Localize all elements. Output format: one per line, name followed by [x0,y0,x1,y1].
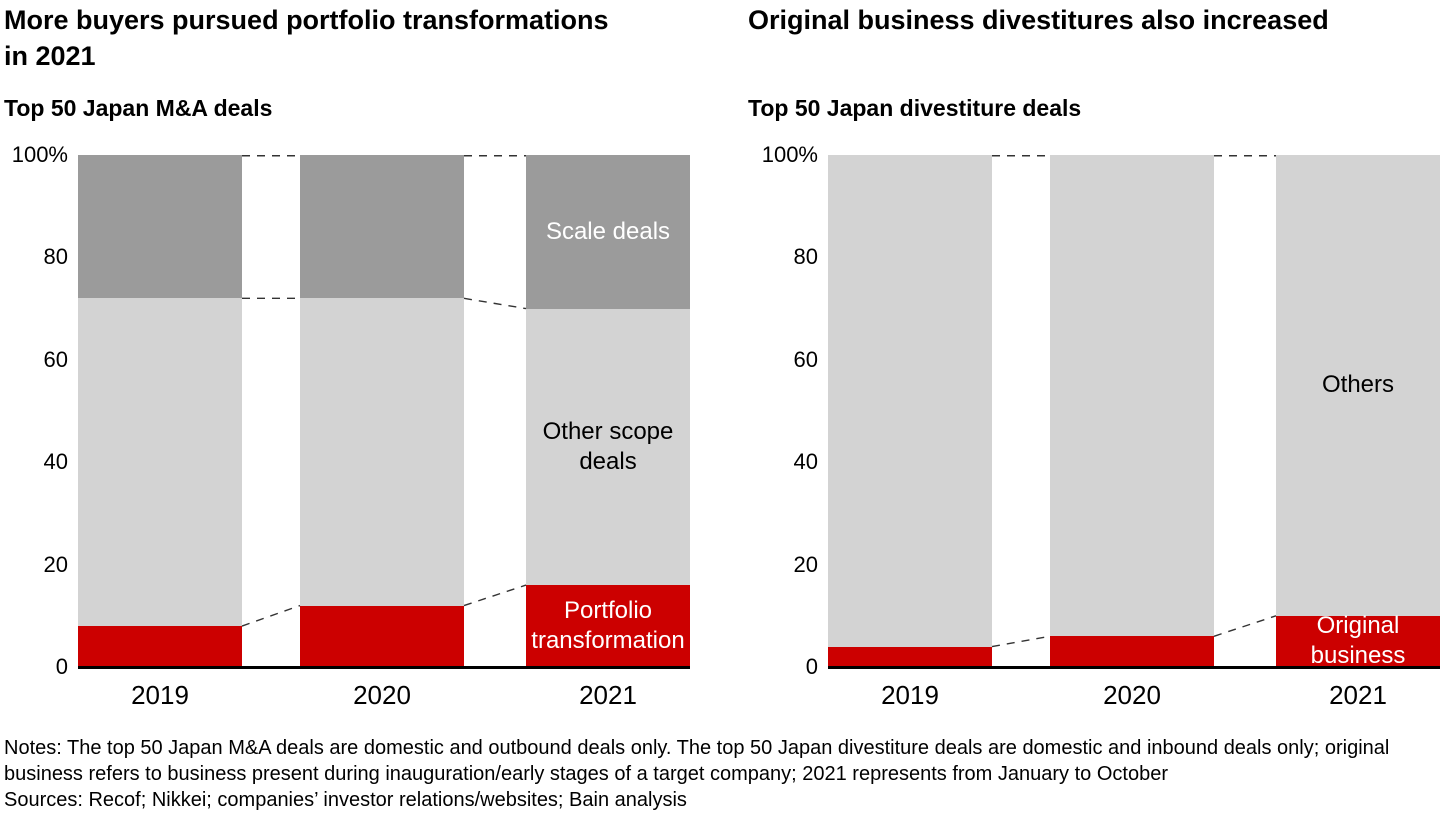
x-category-label: 2019 [131,680,189,710]
bar-segment-others [828,155,992,647]
segment-label-other-scope-deals: Other scope deals [542,417,674,475]
x-category-label: 2019 [881,680,939,710]
y-tick-label: 40 [793,449,818,475]
bar-segment-scale-deals [78,155,242,299]
x-category-label: 2020 [353,680,411,710]
y-tick-label: 100% [11,142,68,167]
y-tick-label: 80 [43,244,68,270]
bar-segment-original-business [1276,615,1440,667]
y-tick-label: 40 [43,449,68,475]
bar-segment-portfolio-transformation [78,626,242,667]
right-chart-title: Original business divestitures also incr… [748,5,1329,35]
segment-label-scale-deals: Scale deals [545,217,671,245]
y-tick-label: 60 [793,346,818,372]
y-tick-label: 20 [43,551,68,577]
y-tick-label: 80 [793,244,818,270]
x-category-label: 2020 [1103,680,1161,710]
bar-segment-scale-deals [300,155,464,299]
x-axis-baseline [828,666,1440,669]
y-tick-label: 60 [43,346,68,372]
bar-segment-others [1276,155,1440,616]
bar-segment-scale-deals [526,155,690,309]
segment-label-others: Others [1321,371,1395,399]
y-tick-label: 0 [805,654,818,679]
x-category-label: 2021 [1329,680,1387,710]
connector-lines [991,155,1277,648]
right-chart-subtitle: Top 50 Japan divestiture deals [748,95,1082,121]
bar-segment-other-scope-deals [526,308,690,586]
x-axis-baseline [78,666,690,669]
notes-text: Notes: The top 50 Japan M&A deals are do… [4,737,1390,785]
y-tick-label: 0 [55,654,68,679]
bar-segment-other-scope-deals [78,298,242,627]
y-tick-label: 20 [793,551,818,577]
x-category-label: 2021 [579,680,637,710]
left-chart-title: More buyers pursued portfolio transforma… [4,5,609,71]
bar-segment-others [1050,155,1214,637]
bar-segment-other-scope-deals [300,298,464,606]
bar-segment-original-business [1050,636,1214,667]
connector-lines [241,155,527,627]
bar-segment-original-business [828,646,992,667]
segment-label-original-business: Original business [1310,612,1406,670]
bar-segment-portfolio-transformation [526,585,690,667]
bar-segment-portfolio-transformation [300,605,464,667]
left-chart-subtitle: Top 50 Japan M&A deals [4,95,273,121]
y-tick-label: 100% [761,142,818,167]
footnotes: Notes: The top 50 Japan M&A deals are do… [4,735,1438,813]
sources-text: Sources: Recof; Nikkei; companies’ inves… [4,789,687,811]
segment-label-portfolio-transformation: Portfolio transformation [531,597,685,655]
